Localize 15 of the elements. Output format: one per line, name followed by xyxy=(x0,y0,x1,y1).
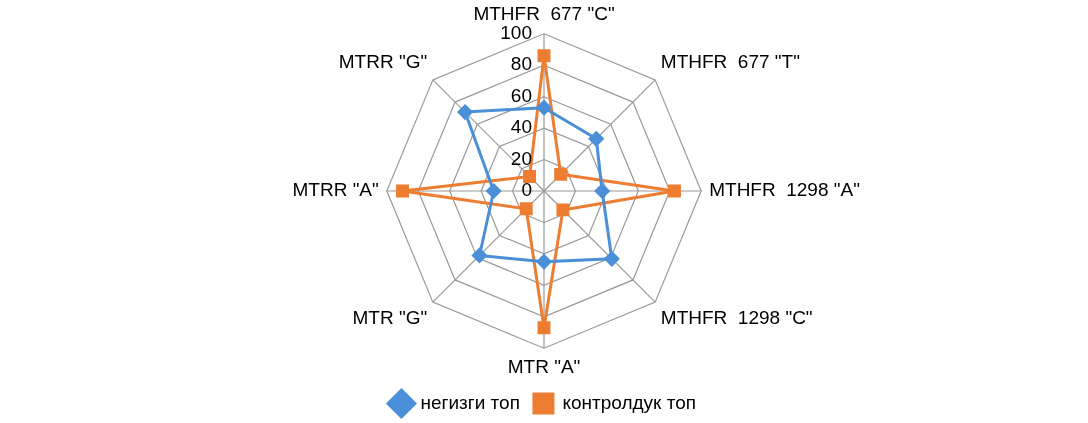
y-tick-label: 100 xyxy=(500,22,532,44)
spoke-label: MTHFR 677 "C" xyxy=(473,2,615,24)
y-tick-label: 0 xyxy=(521,179,532,201)
legend-label: контролдук топ xyxy=(562,391,697,413)
spoke-label: MTHFR 1298 "A" xyxy=(709,179,860,201)
spoke-label: MTR "A" xyxy=(507,355,581,377)
legend-label: негизги топ xyxy=(420,391,520,413)
spoke-label: MTR "G" xyxy=(352,307,428,329)
y-tick-label: 60 xyxy=(510,84,532,106)
spoke-label: MTRR "A" xyxy=(292,179,379,201)
y-tick-label: 80 xyxy=(510,53,532,75)
spoke-label: MTRR "G" xyxy=(338,51,428,73)
spoke-label: MTHFR 1298 "C" xyxy=(660,307,813,329)
spoke-label: MTHFR 677 "T" xyxy=(660,51,800,73)
y-tick-label: 40 xyxy=(510,116,532,138)
